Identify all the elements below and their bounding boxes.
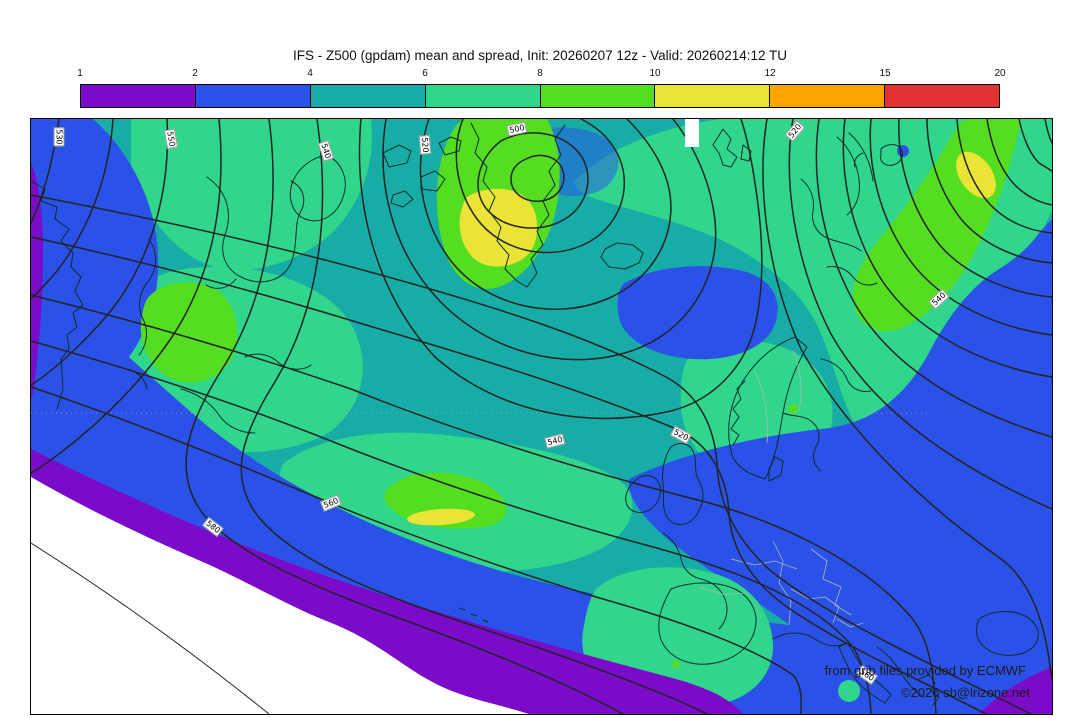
weather-map: 530 550 540 520 500 520 540 520 540 560 580 560 fro… xyxy=(30,118,1053,715)
colorbar-segment xyxy=(195,85,311,107)
colorbar-tick: 20 xyxy=(994,68,1006,79)
below-scale-region xyxy=(31,477,529,714)
page-title: IFS - Z500 (gpdam) mean and spread, Init… xyxy=(292,48,788,63)
colorbar-tick: 8 xyxy=(537,68,543,79)
colorbar-tick: 2 xyxy=(192,68,198,79)
colorbar-segment xyxy=(540,85,656,107)
attribution-source: from grib files provided by ECMWF xyxy=(824,663,1026,678)
colorbar-tick: 1 xyxy=(77,68,83,79)
attribution-copyright: ©2026 sb@lrizone.net xyxy=(900,685,1030,700)
colorbar-tick: 15 xyxy=(879,68,891,79)
colorbar-tick: 12 xyxy=(764,68,776,79)
colorbar-tick: 4 xyxy=(307,68,313,79)
colorbar-segment xyxy=(425,85,541,107)
colorbar-segment xyxy=(310,85,426,107)
colorbar-scale xyxy=(80,84,1000,108)
colorbar-segment xyxy=(81,85,196,107)
colorbar-segment xyxy=(655,85,771,107)
z500-contours xyxy=(31,119,1052,714)
colorbar: 1 2 4 6 8 10 12 15 20 xyxy=(77,68,1006,108)
colorbar-segment xyxy=(885,85,999,107)
colorbar-tick: 10 xyxy=(649,68,661,79)
corner-arc-line xyxy=(31,542,270,714)
colorbar-segment xyxy=(770,85,886,107)
spread-regions-10-12 xyxy=(407,151,996,526)
colorbar-tick-row: 1 2 4 6 8 10 12 15 20 xyxy=(77,68,1005,84)
map-canvas xyxy=(31,119,1052,714)
map-top-notch xyxy=(685,119,699,147)
colorbar-tick: 6 xyxy=(422,68,428,79)
